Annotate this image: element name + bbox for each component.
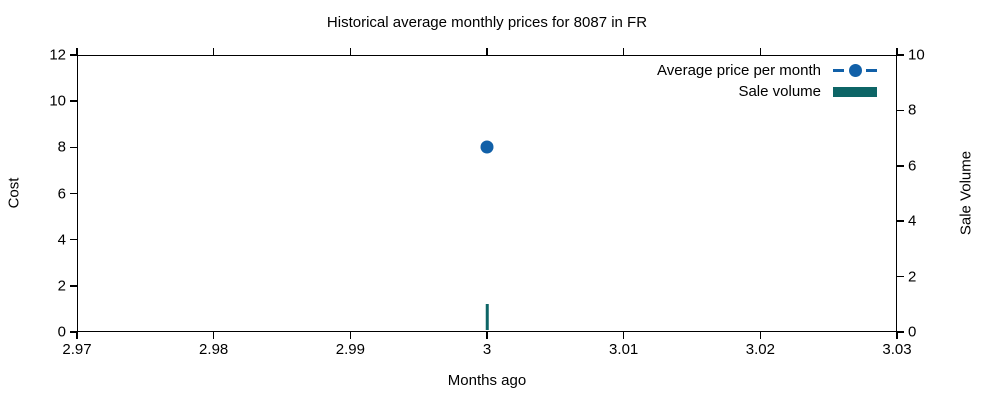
y-tick-left bbox=[70, 54, 77, 56]
x-tick-label: 3.03 bbox=[882, 341, 912, 358]
y-tick-left bbox=[70, 100, 77, 102]
sale-volume-bar bbox=[485, 304, 489, 331]
y-tick-label-right: 6 bbox=[908, 157, 917, 175]
x-tick-top bbox=[622, 48, 625, 55]
x-tick-bottom bbox=[349, 332, 352, 339]
y-tick-label-left: 4 bbox=[57, 231, 66, 249]
y-tick-right bbox=[897, 54, 904, 56]
y-tick-right bbox=[897, 109, 904, 112]
y-tick-label-left: 12 bbox=[49, 46, 66, 64]
y-tick-label-left: 2 bbox=[57, 277, 66, 295]
x-tick-bottom bbox=[759, 332, 762, 339]
y-tick-label-left: 10 bbox=[49, 92, 66, 110]
x-tick-bottom bbox=[486, 332, 488, 339]
y-tick-right bbox=[897, 275, 904, 278]
y-tick-label-right: 10 bbox=[908, 46, 925, 64]
x-tick-bottom bbox=[622, 332, 625, 339]
x-tick-top bbox=[486, 48, 488, 55]
x-tick-label: 3 bbox=[482, 341, 492, 358]
legend-label: Sale volume bbox=[738, 83, 821, 100]
y-tick-right bbox=[897, 165, 904, 167]
legend-entry: Average price per month bbox=[657, 61, 877, 80]
chart-title: Historical average monthly prices for 80… bbox=[326, 14, 648, 31]
x-tick-label: 2.98 bbox=[199, 341, 229, 358]
y-tick-right bbox=[897, 220, 904, 222]
y-tick-left bbox=[70, 331, 77, 333]
dash-icon bbox=[833, 69, 844, 72]
y-tick-label-right: 2 bbox=[908, 268, 917, 286]
legend-line-sample bbox=[833, 64, 877, 77]
x-tick-top bbox=[212, 48, 215, 55]
y-tick-right bbox=[897, 331, 904, 333]
x-tick-label: 3.01 bbox=[609, 341, 639, 358]
x-tick-top bbox=[759, 48, 762, 55]
price-point-marker bbox=[480, 140, 494, 154]
y-axis-label-left: Cost bbox=[5, 177, 23, 209]
y-tick-label-left: 6 bbox=[57, 185, 66, 202]
circle-marker-icon bbox=[848, 64, 862, 77]
x-axis-label: Months ago bbox=[447, 372, 527, 389]
y-tick-label-right: 0 bbox=[908, 323, 917, 341]
x-tick-bottom bbox=[896, 332, 898, 339]
y-tick-left bbox=[70, 146, 77, 149]
y-axis-label-right: Sale Volume bbox=[957, 150, 975, 236]
x-tick-top bbox=[349, 48, 352, 55]
x-tick-top bbox=[76, 48, 78, 55]
y-tick-label-left: 0 bbox=[57, 323, 66, 341]
x-tick-label: 2.97 bbox=[62, 341, 92, 358]
legend-bar-sample bbox=[833, 86, 877, 97]
x-tick-label: 3.02 bbox=[745, 341, 775, 358]
legend-entry: Sale volume bbox=[738, 82, 877, 101]
x-tick-bottom bbox=[76, 332, 78, 339]
y-tick-left bbox=[70, 285, 77, 287]
y-tick-left bbox=[70, 238, 77, 241]
y-tick-label-right: 4 bbox=[908, 212, 917, 230]
x-tick-top bbox=[896, 48, 898, 55]
y-tick-label-left: 8 bbox=[57, 138, 66, 156]
y-tick-label-right: 8 bbox=[908, 101, 917, 119]
legend-label: Average price per month bbox=[657, 62, 821, 79]
dash-icon bbox=[866, 69, 877, 72]
y-tick-left bbox=[70, 192, 77, 195]
legend: Average price per month Sale volume bbox=[657, 61, 877, 101]
x-tick-label: 2.99 bbox=[335, 341, 365, 358]
plot-area-border bbox=[77, 55, 897, 332]
x-tick-bottom bbox=[212, 332, 215, 339]
